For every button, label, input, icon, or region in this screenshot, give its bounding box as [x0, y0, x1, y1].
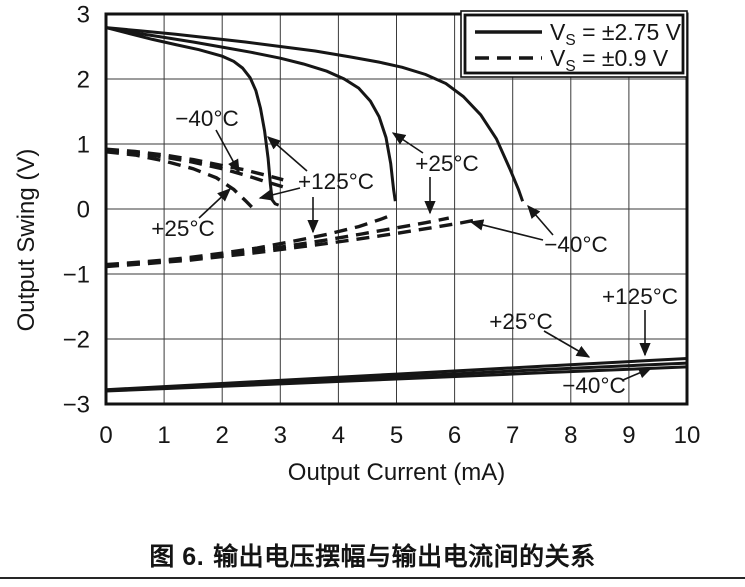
y-tick-label: 1 [77, 132, 90, 159]
curve-vs0p9-p125c-positive [105, 150, 254, 209]
annotation-arrow [391, 132, 424, 154]
x-tick-label: 5 [390, 422, 403, 449]
x-tick-label: 1 [157, 422, 170, 449]
legend-inner-border [463, 13, 685, 75]
curve-vs0p9-m40c-positive [105, 147, 284, 182]
annotation-label: +125°C [602, 284, 678, 309]
annotation-arrow [622, 367, 653, 381]
x-tick-label: 8 [564, 422, 577, 449]
annotation-arrow [215, 129, 240, 174]
x-axis-title: Output Current (mA) [288, 459, 505, 486]
legend-label: VS = ±2.75 V [550, 19, 682, 49]
x-tick-label: 3 [274, 422, 287, 449]
x-tick-label: 6 [448, 422, 461, 449]
annotation-label: +25°C [151, 216, 214, 241]
x-tick-label: 0 [99, 422, 112, 449]
x-tick-label: 4 [332, 422, 345, 449]
y-tick-label: 3 [77, 2, 90, 29]
y-tick-label: 2 [77, 67, 90, 94]
annotation-arrow [266, 136, 308, 172]
curve-vs0p9-p125c-negative [105, 212, 395, 267]
x-tick-label: 7 [506, 422, 519, 449]
x-tick-label: 2 [216, 422, 229, 449]
annotation-label: +25°C [489, 309, 552, 334]
annotation-arrow [198, 188, 231, 219]
figure-caption: 图 6. 输出电压摆幅与输出电流间的关系 [0, 537, 745, 573]
x-tick-label: 10 [674, 422, 701, 449]
footer-divider [0, 577, 745, 579]
y-tick-label: −1 [63, 262, 90, 289]
annotation-arrow [543, 330, 591, 358]
y-tick-label: 0 [77, 197, 90, 224]
y-tick-label: −2 [63, 327, 90, 354]
annotation-label: +125°C [298, 169, 374, 194]
y-tick-label: −3 [63, 392, 90, 419]
figure-caption-text: 输出电压摆幅与输出电流间的关系 [213, 543, 596, 571]
annotations: −40°C +25°C +125°C +25°C −40°C +25°C +125°C −40… [151, 106, 678, 398]
annotation-label: +25°C [415, 151, 478, 176]
y-axis-title: Output Swing (V) [13, 149, 40, 332]
figure-number: 图 6. [149, 543, 205, 571]
annotation-arrow [258, 187, 301, 201]
annotation-arrow [527, 204, 554, 236]
x-tick-label: 9 [622, 422, 635, 449]
annotation-arrow [469, 219, 544, 241]
curve-vs0p9-m40c-negative [105, 217, 482, 269]
legend-label: VS = ±0.9 V [550, 45, 669, 75]
chart-legend: VS = ±2.75 VVS = ±0.9 V [460, 10, 688, 78]
curve-vs2p75-m40c-negative [105, 365, 688, 393]
annotation-label: −40°C [175, 106, 238, 131]
annotation-label: −40°C [562, 373, 625, 398]
curve-vs2p75-m40c-positive [105, 26, 525, 202]
curve-vs2p75-p25c-positive [105, 26, 397, 202]
curve-vs0p9-p25c-positive [105, 148, 284, 189]
plot-border [104, 12, 689, 406]
annotation-label: −40°C [544, 232, 607, 257]
